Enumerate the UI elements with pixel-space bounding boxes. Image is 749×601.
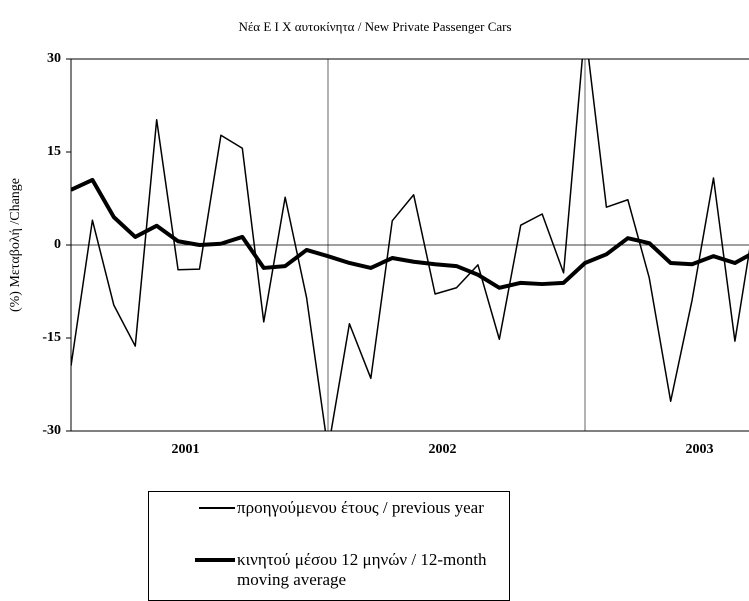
y-tick-label: -30 bbox=[42, 423, 61, 438]
x-tick-label: 2002 bbox=[429, 442, 457, 457]
series-line bbox=[71, 59, 749, 431]
y-tick-label: 15 bbox=[47, 144, 61, 159]
y-axis-label: (%) Μεταβολή /Change bbox=[8, 178, 23, 312]
legend-label: προηγούμενου έτους / previous year bbox=[237, 498, 484, 517]
chart-title: Νέα Ε Ι Χ αυτοκίνητα / New Private Passe… bbox=[238, 19, 511, 34]
legend-label: κινητού μέσου 12 μηνών / 12-month moving… bbox=[237, 550, 487, 589]
y-tick-label: 0 bbox=[54, 237, 61, 252]
series-line bbox=[71, 177, 749, 290]
legend: προηγούμενου έτους / previous year κινητο… bbox=[148, 491, 510, 601]
legend-swatch bbox=[199, 507, 235, 509]
y-tick-label: -15 bbox=[42, 330, 61, 345]
x-tick-label: 2003 bbox=[686, 442, 714, 457]
series-group bbox=[71, 59, 749, 431]
x-tick-label: 2001 bbox=[172, 442, 200, 457]
legend-swatch bbox=[195, 558, 235, 562]
y-tick-label: 30 bbox=[47, 51, 61, 66]
